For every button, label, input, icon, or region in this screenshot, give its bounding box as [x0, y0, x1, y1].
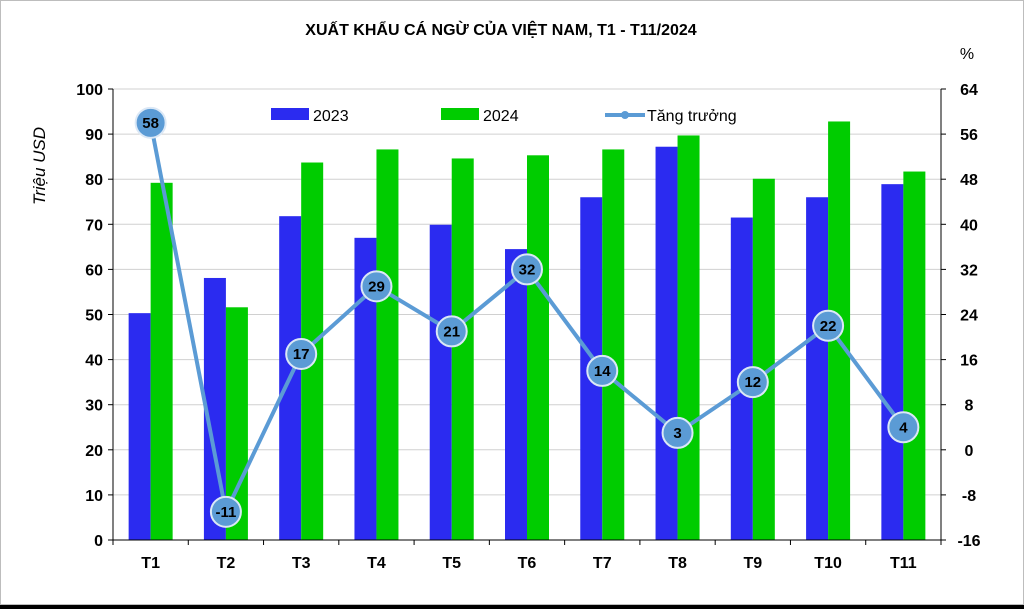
growth-point-T3 [285, 337, 318, 370]
bars [128, 121, 926, 541]
y-tick-label: 40 [85, 353, 103, 370]
growth-data-label: 3 [673, 425, 681, 442]
growth-point-T6 [511, 253, 543, 286]
growth-data-label: 58 [142, 115, 159, 132]
bar-2023-T11 [881, 184, 904, 540]
x-tick-label: T4 [367, 555, 386, 572]
x-tick-label: T8 [668, 555, 687, 572]
bar-2023-T10 [806, 197, 829, 541]
growth-point-T7 [586, 354, 619, 387]
y-tick-label: 50 [85, 308, 103, 325]
y2-tick-label: 16 [960, 353, 978, 370]
growth-data-label: 14 [594, 363, 611, 380]
growth-data-label: 22 [820, 318, 837, 335]
growth-point-T4 [360, 270, 393, 303]
growth-data-label: 4 [899, 419, 908, 436]
y-tick-label: 10 [85, 488, 103, 505]
y2-tick-label: -16 [957, 533, 980, 550]
y-tick-label: 30 [85, 398, 103, 415]
bar-2024-T5 [451, 158, 474, 541]
x-tick-label: T10 [814, 555, 842, 572]
growth-point-T1 [134, 106, 167, 139]
y2-axis-unit: % [960, 46, 974, 63]
bar-2023-T1 [128, 313, 151, 540]
growth-data-label: 12 [744, 374, 761, 391]
y2-tick-label: 0 [965, 443, 974, 460]
bar-2024-T4 [376, 149, 399, 540]
y-tick-label: 90 [85, 127, 103, 144]
bar-2023-T8 [655, 146, 678, 540]
y2-tick-label: 32 [960, 262, 978, 279]
growth-data-label: 21 [443, 323, 460, 340]
y-axis-label: Triệu USD [30, 127, 49, 205]
chart-title: XUẤT KHẨU CÁ NGỪ CỦA VIỆT NAM, T1 - T11/… [305, 20, 697, 39]
growth-data-label: 32 [519, 261, 536, 278]
bar-2024-T1 [150, 182, 173, 541]
y2-tick-label: 24 [960, 308, 978, 325]
y2-tick-label: 8 [965, 398, 974, 415]
bar-2023-T6 [505, 249, 527, 541]
bar-2023-T5 [429, 224, 452, 540]
y-tick-label: 20 [85, 443, 103, 460]
x-tick-label: T5 [442, 555, 461, 572]
axes: 0 10 20 30 40 50 60 70 80 90 100 -16 -8 0 8 16 24 32 40 48 5… [76, 82, 980, 572]
bar-2023-T4 [354, 237, 377, 540]
y-tick-label: 70 [85, 217, 103, 234]
growth-data-label: 17 [293, 346, 310, 363]
x-tick-label: T2 [217, 555, 236, 572]
bar-2024-T7 [602, 149, 625, 540]
legend: 2023 2024 Tăng trưởng [271, 108, 737, 125]
growth-data-label: 29 [368, 278, 385, 295]
x-tick-label: T9 [743, 555, 762, 572]
growth-point-T5 [435, 315, 468, 348]
legend-swatch-marker [621, 111, 629, 119]
bar-2024-T8 [677, 135, 700, 540]
legend-label: Tăng trưởng [647, 108, 737, 125]
x-tick-label: T1 [141, 555, 160, 572]
growth-point-T9 [736, 366, 769, 399]
legend-label: 2024 [483, 108, 519, 125]
y2-tick-label: 48 [960, 172, 978, 189]
x-tick-label: T11 [890, 555, 917, 572]
y-tick-label: 0 [94, 533, 103, 550]
bar-2024-T9 [752, 178, 775, 540]
legend-swatch-2024 [441, 108, 479, 120]
x-tick-label: T3 [292, 555, 311, 572]
legend-swatch-2023 [271, 108, 309, 120]
y-tick-label: 60 [85, 262, 103, 279]
growth-data-label: -11 [215, 504, 236, 521]
x-tick-label: T7 [593, 555, 612, 572]
y2-tick-label: 64 [960, 82, 978, 99]
growth-line: 58 -11 17 29 21 32 14 3 12 22 4 [134, 106, 920, 528]
growth-point-T8 [661, 416, 694, 449]
growth-point-T2 [209, 495, 242, 528]
y2-tick-label: 56 [960, 127, 978, 144]
y2-tick-label: 40 [960, 217, 978, 234]
x-tick-label: T6 [518, 555, 537, 572]
bar-2024-T6 [527, 155, 549, 540]
y2-tick-label: -8 [962, 488, 976, 505]
y-tick-label: 80 [85, 172, 103, 189]
y-tick-label: 100 [76, 82, 103, 99]
growth-point-T10 [812, 309, 845, 342]
legend-label: 2023 [313, 108, 349, 125]
growth-point-T11 [887, 411, 920, 444]
bar-2024-T11 [903, 171, 926, 540]
